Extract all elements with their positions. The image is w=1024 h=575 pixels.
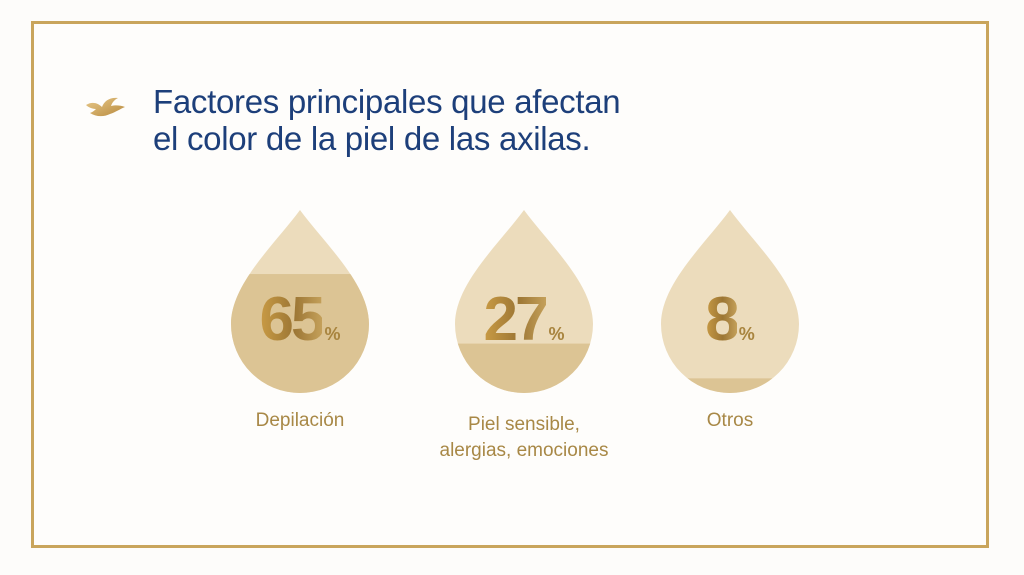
drop: 8% (659, 208, 801, 394)
percentage-value: 65 (259, 285, 326, 354)
percent-sign: % (324, 324, 341, 344)
title-line-2: el color de la piel de las axilas. (153, 120, 591, 157)
drop-shape (661, 210, 799, 393)
percent-sign: % (738, 324, 755, 344)
factor-label: Otros (610, 408, 850, 434)
title-line-1: Factores principales que afectan (153, 83, 621, 120)
drop: 27% (453, 208, 595, 394)
percentage: 65% (229, 284, 371, 355)
factor-depilacion: 65% Depilación (180, 208, 420, 434)
label-line: alergias, emociones (439, 440, 609, 461)
drop: 65% (229, 208, 371, 394)
factor-label: Piel sensible, alergias, emociones (404, 412, 644, 464)
drop-fill-level (661, 378, 799, 393)
percentage-value: 27 (483, 285, 550, 354)
drop-fill-level (231, 274, 369, 393)
dove-icon (86, 97, 125, 117)
slide-heading: Factores principales que afectan el colo… (84, 83, 621, 157)
percentage: 27% (453, 284, 595, 355)
label-line: Otros (706, 410, 754, 431)
factor-otros: 8% Otros (610, 208, 850, 434)
factor-label: Depilación (180, 408, 420, 434)
page-title: Factores principales que afectan el colo… (153, 83, 621, 157)
percentage: 8% (659, 284, 801, 355)
factor-piel-sensible: 27% Piel sensible, alergias, emociones (404, 208, 644, 464)
percent-sign: % (548, 324, 565, 344)
label-line: Depilación (255, 410, 345, 431)
label-line: Piel sensible, (468, 414, 580, 435)
percentage-value: 8 (705, 285, 740, 354)
